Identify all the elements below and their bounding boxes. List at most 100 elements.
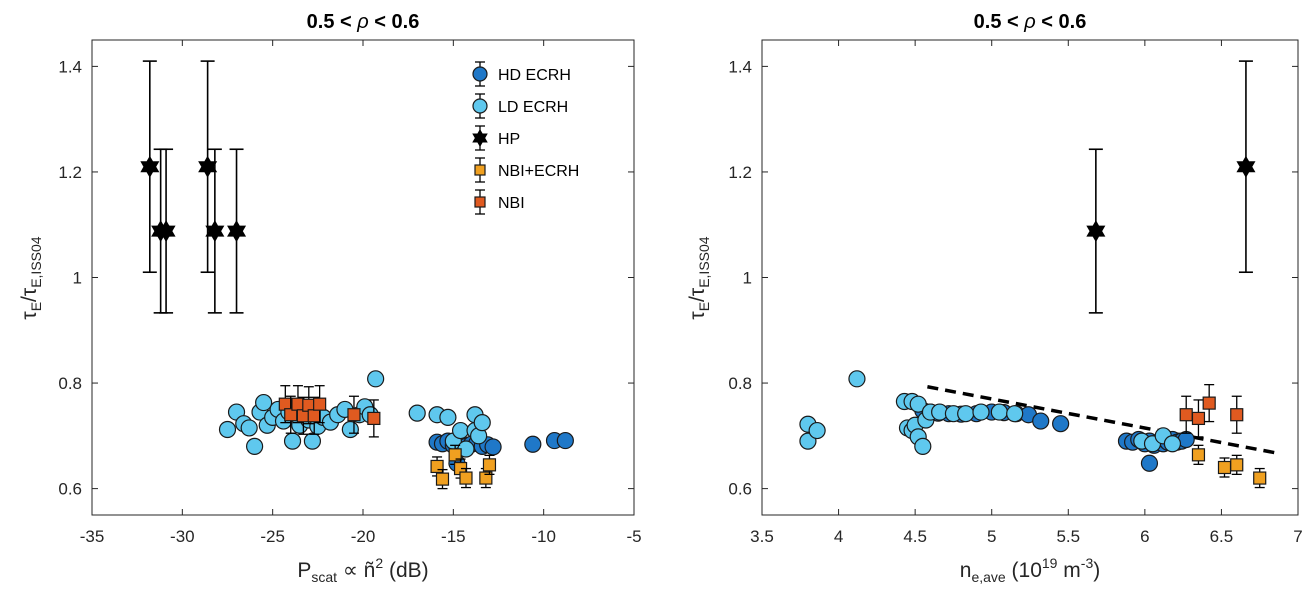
right-x-axis-label: ne,ave (1019 m-3) [960,555,1100,585]
data-point-hd_ecrh [524,435,542,453]
data-point-ld_ecrh [914,437,932,455]
data-point-hp [227,220,247,243]
data-point-ld_ecrh [451,421,470,440]
left-x-tick-label: -35 [80,527,105,546]
legend-label-nbi: NBI [498,195,525,212]
legend: HD ECRH LD ECRH HP NBI+ECRH NBI [472,61,579,215]
right-x-tick-label: 7 [1293,527,1302,546]
left-x-axis-label: Pscat ∝ ñ2 (dB) [297,555,428,585]
data-point-ld_ecrh [218,420,237,439]
left-plot-area [91,39,635,516]
right-x-tick-label: 4 [834,527,843,546]
data-point-ld_ecrh [367,370,385,388]
right-panel: 0.5 < ρ < 0.6 3.5 4 4.5 5 5.5 6 6.5 7 0.6 0.8 1 1.… [686,11,1303,585]
data-point-hp [156,220,176,243]
legend-label-ld_ecrh: LD ECRH [498,99,568,116]
data-point-hd_ecrh [1140,454,1159,472]
left-x-tick-label: -25 [260,527,285,546]
left-y-tick-label: 0.8 [58,374,82,393]
trend-line [927,385,1276,455]
data-point-ld_ecrh [1163,435,1182,453]
left-y-axis-label: τE/τE,ISS04 [18,236,44,319]
right-y-tick-label: 1.2 [728,163,752,182]
data-point-hp [1086,220,1106,243]
data-point-nbi_ecrh [435,472,450,486]
left-series-nbi [278,385,381,438]
data-point-nbi_ecrh [1191,448,1206,462]
left-y-tick-label: 1 [73,269,82,288]
legend-marker-hp [472,128,488,148]
left-panel: 0.5 < ρ < 0.6 -35 -30 -25 -20 -15 -10 -5 0.60.… [18,11,642,585]
right-data-marks [799,60,1267,489]
data-point-nbi [1191,411,1206,426]
right-y-ticks: 0.6 0.8 1 1.2 1.4 [728,57,1298,499]
data-point-nbi [313,397,327,411]
data-point-ld_ecrh [972,403,990,421]
data-point-hp [140,155,160,178]
right-x-tick-label: 6 [1140,527,1149,546]
legend-label-nbi_ecrh: NBI+ECRH [498,163,579,180]
right-series-nbi [1179,383,1244,438]
right-y-tick-label: 1.4 [728,57,752,76]
left-y-tick-label: 1.2 [58,163,82,182]
data-point-nbi [367,411,381,426]
data-point-nbi_ecrh [430,459,444,474]
right-y-tick-label: 1 [743,269,752,288]
legend-marker-ld_ecrh [472,98,488,114]
data-point-nbi_ecrh [482,458,497,472]
data-point-hd_ecrh [1052,415,1070,433]
data-point-nbi [1230,408,1244,422]
data-point-nbi [347,408,361,422]
data-point-ld_ecrh [303,432,322,450]
data-point-hd_ecrh [484,438,502,456]
left-series-nbi_ecrh [430,444,497,490]
left-x-ticks: -35 -30 -25 -20 -15 -10 -5 [80,40,642,546]
data-point-ld_ecrh [990,403,1008,421]
right-x-ticks: 3.5 4 4.5 5 5.5 6 6.5 7 [750,40,1303,546]
data-point-nbi_ecrh [479,471,493,485]
data-point-nbi [307,409,321,423]
right-x-tick-label: 5 [987,527,996,546]
left-x-tick-label: -20 [351,527,376,546]
right-x-tick-label: 3.5 [750,527,774,546]
data-point-ld_ecrh [240,419,258,437]
data-point-ld_ecrh [473,414,491,432]
data-point-hd_ecrh [556,431,574,450]
right-series-nbi_ecrh [1191,444,1267,489]
data-point-nbi_ecrh [448,448,462,462]
data-point-nbi [1202,396,1216,410]
left-y-ticks: 0.6 0.8 1 1.2 1.4 [58,57,634,499]
data-point-ld_ecrh [439,408,457,426]
data-point-ld_ecrh [246,437,264,455]
legend-marker-nbi_ecrh [474,164,486,176]
right-series-hp [1086,60,1256,314]
data-point-ld_ecrh [341,420,359,439]
legend-label-hp: HP [498,131,520,148]
data-point-nbi [284,408,298,422]
left-x-tick-label: -30 [170,527,195,546]
data-point-nbi_ecrh [1230,458,1244,472]
data-point-ld_ecrh [848,370,866,388]
data-point-ld_ecrh [283,432,302,450]
right-x-tick-label: 4.5 [903,527,927,546]
data-point-ld_ecrh [255,393,273,412]
data-point-nbi_ecrh [459,471,473,485]
legend-label-hd_ecrh: HD ECRH [498,67,571,84]
right-series-ld_ecrh [799,370,1182,455]
left-x-tick-label: -10 [531,527,556,546]
left-series-hp [140,60,247,314]
right-y-axis-label: τE/τE,ISS04 [686,236,712,319]
right-y-tick-label: 0.8 [728,374,752,393]
data-point-hd_ecrh [1032,412,1050,430]
legend-marker-hd_ecrh [472,66,488,82]
left-y-tick-label: 1.4 [58,57,82,76]
data-point-hp [205,220,225,243]
right-chart-title: 0.5 < ρ < 0.6 [974,11,1087,33]
data-point-ld_ecrh [1006,405,1024,423]
left-series-ld_ecrh [218,370,491,458]
data-point-nbi_ecrh [1217,460,1232,475]
data-point-nbi [291,397,305,411]
right-y-tick-label: 0.6 [728,480,752,499]
data-point-hp [1236,155,1256,178]
